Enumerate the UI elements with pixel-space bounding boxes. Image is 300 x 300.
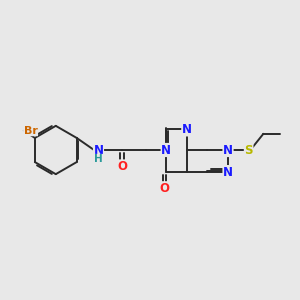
Text: N: N xyxy=(182,123,192,136)
Text: N: N xyxy=(223,166,233,178)
Text: N: N xyxy=(161,143,171,157)
Text: O: O xyxy=(160,182,170,195)
Text: N: N xyxy=(223,143,233,157)
Text: H: H xyxy=(94,154,103,164)
Text: N: N xyxy=(94,143,103,157)
Text: O: O xyxy=(117,160,127,173)
Text: S: S xyxy=(244,143,253,157)
Text: Br: Br xyxy=(24,126,38,136)
